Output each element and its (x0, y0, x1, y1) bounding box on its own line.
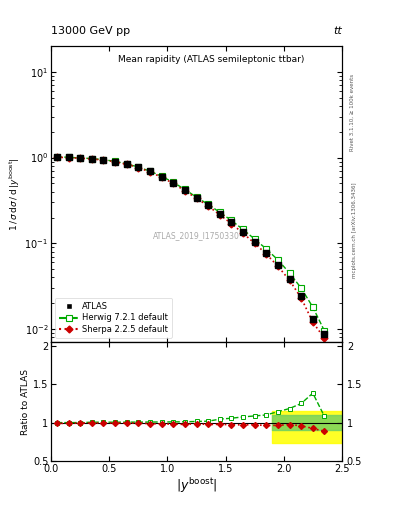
Text: tt: tt (333, 26, 342, 36)
Text: mcplots.cern.ch [arXiv:1306.3436]: mcplots.cern.ch [arXiv:1306.3436] (352, 183, 357, 278)
Text: 13000 GeV pp: 13000 GeV pp (51, 26, 130, 36)
X-axis label: $|y^{\mathrm{boost}}|$: $|y^{\mathrm{boost}}|$ (176, 476, 217, 495)
Text: Rivet 3.1.10, ≥ 100k events: Rivet 3.1.10, ≥ 100k events (350, 74, 355, 151)
Text: ATLAS_2019_I1750330: ATLAS_2019_I1750330 (153, 231, 240, 240)
Legend: ATLAS, Herwig 7.2.1 default, Sherpa 2.2.5 default: ATLAS, Herwig 7.2.1 default, Sherpa 2.2.… (55, 298, 172, 338)
Text: Mean rapidity (ATLAS semileptonic ttbar): Mean rapidity (ATLAS semileptonic ttbar) (118, 55, 304, 64)
Y-axis label: Ratio to ATLAS: Ratio to ATLAS (21, 369, 30, 435)
Y-axis label: $1\,/\,\sigma\,\mathrm{d}\sigma\,/\,\mathrm{d}\,|y^{\mathrm{boost}}|$: $1\,/\,\sigma\,\mathrm{d}\sigma\,/\,\mat… (7, 157, 22, 231)
